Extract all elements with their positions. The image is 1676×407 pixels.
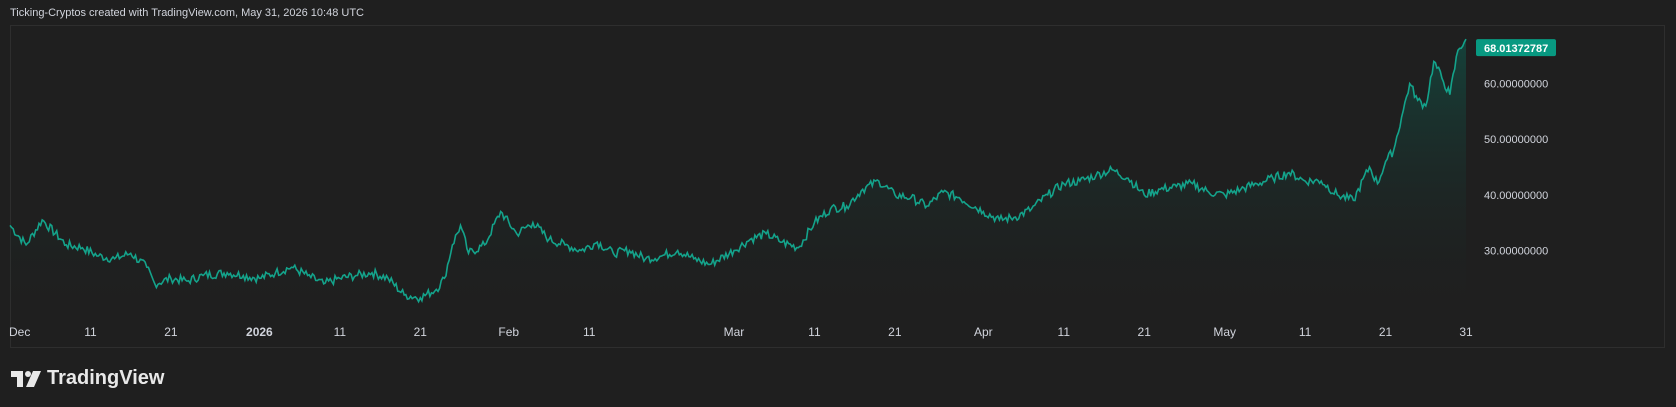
- x-tick-label: 2026: [246, 325, 273, 339]
- x-tick-label: 21: [1379, 325, 1393, 339]
- x-tick-label: 31: [1459, 325, 1473, 339]
- last-price-value: 68.01372787: [1484, 43, 1548, 55]
- x-tick-label: 11: [1299, 325, 1312, 339]
- x-tick-label: 11: [1058, 325, 1071, 339]
- tradingview-logo-text: TradingView: [47, 367, 165, 389]
- x-tick-label: 21: [164, 325, 178, 339]
- price-chart[interactable]: 30.00000000 40.00000000 50.00000000 60.0000…: [0, 0, 1676, 350]
- y-tick-label: 40.00000000: [1484, 190, 1548, 202]
- x-tick-label: Dec: [9, 325, 30, 339]
- x-tick-label: 21: [888, 325, 902, 339]
- x-tick-label: 11: [808, 325, 821, 339]
- x-tick-label: May: [1213, 325, 1236, 339]
- x-tick-label: 11: [334, 325, 347, 339]
- price-area-fill: [10, 39, 1466, 320]
- y-axis: 30.00000000 40.00000000 50.00000000 60.0000…: [1484, 79, 1548, 258]
- chart-frame: [10, 25, 1665, 348]
- x-tick-label: Feb: [498, 325, 519, 339]
- x-tick-label: 21: [1138, 325, 1152, 339]
- price-line: [9, 38, 1467, 304]
- last-price-label: 68.01372787: [1476, 39, 1556, 57]
- y-tick-label: 30.00000000: [1484, 245, 1548, 257]
- tradingview-logo-icon: [11, 370, 41, 387]
- x-tick-label: 11: [583, 325, 596, 339]
- tradingview-logo: TradingView: [11, 367, 164, 390]
- y-tick-label: 50.00000000: [1484, 134, 1548, 146]
- chart-header: Ticking-Cryptos created with TradingView…: [10, 7, 364, 19]
- x-axis: Dec 11 21 2026 11 21 Feb 11 Mar 11 21 Apr 11 21 May 11 2…: [9, 325, 1473, 339]
- x-tick-label: Mar: [724, 325, 745, 339]
- x-tick-label: 11: [84, 325, 97, 339]
- last-price-label-bg: [1476, 39, 1556, 57]
- y-tick-label: 60.00000000: [1484, 79, 1548, 91]
- x-tick-label: 21: [414, 325, 428, 339]
- plot-area: [9, 38, 1467, 320]
- x-tick-label: Apr: [974, 325, 993, 339]
